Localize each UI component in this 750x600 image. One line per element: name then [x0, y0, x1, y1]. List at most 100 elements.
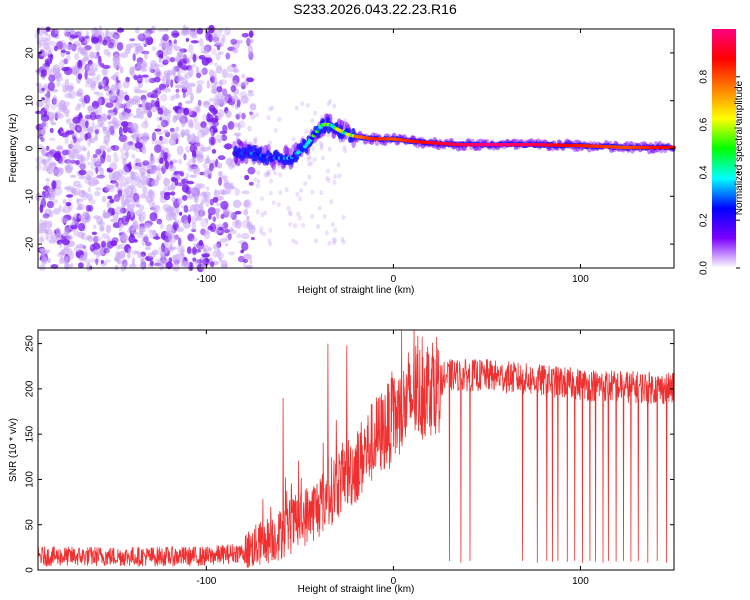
spectrogram-cell	[184, 100, 193, 104]
spectrogram-cell	[196, 142, 201, 147]
spectrogram-cell	[172, 66, 177, 76]
spectrogram-cell	[159, 223, 164, 230]
spectrogram-cell	[328, 98, 333, 104]
spectrogram-cell	[156, 175, 160, 183]
spectrogram-cell	[170, 191, 176, 196]
spectrogram-cell	[77, 222, 86, 232]
spectrogram-cell	[127, 251, 131, 259]
spectrogram-cell	[129, 38, 136, 42]
spectrogram-cell	[149, 260, 154, 266]
spectrogram-cell	[67, 235, 74, 241]
spectrogram-cell	[203, 248, 207, 253]
spectrogram-cell	[184, 72, 193, 79]
spectrogram-cell	[78, 161, 87, 170]
figure-title: S233.2026.043.22.23.R16	[293, 1, 457, 17]
spectrogram-cell	[316, 224, 321, 230]
ridge-halo	[235, 156, 241, 167]
colorbar-label: Normalized spectral amplitude	[734, 80, 745, 215]
spectrogram-cell	[214, 134, 224, 142]
spectrogram-cell	[121, 121, 129, 127]
spectrogram-cell	[107, 114, 111, 120]
spectrogram-cell	[270, 105, 275, 111]
spectrogram-cell	[329, 199, 334, 205]
spectrogram-cell	[223, 182, 231, 190]
spectrogram-cell	[220, 213, 225, 220]
spectrogram-cell	[53, 153, 61, 159]
spectrogram-cell	[96, 174, 105, 179]
spectrogram-cell	[319, 145, 324, 151]
spectrogram-cell	[41, 110, 45, 116]
spectrogram-cell	[37, 85, 45, 94]
spectrogram-cell	[193, 203, 200, 213]
spectrogram-cell	[69, 123, 76, 132]
spectrogram-cell	[106, 130, 111, 138]
spectrogram-cell	[104, 29, 108, 39]
spectrogram-cell	[79, 130, 85, 139]
spectrogram-cell	[113, 30, 118, 38]
spectrogram-cell	[219, 79, 223, 88]
spectrogram-cell	[96, 74, 101, 81]
snr-y-tick-label: 100	[25, 471, 36, 488]
spectrogram-cell	[92, 242, 101, 250]
spectrogram-cell	[80, 49, 88, 55]
spectrogram-cell	[139, 204, 145, 211]
spectrogram-cell	[171, 256, 177, 263]
spectrogram-cell	[242, 261, 247, 268]
spectrogram-cell	[38, 129, 46, 135]
spectrogram-cell	[103, 116, 108, 121]
spectrogram-cell	[318, 141, 323, 146]
spectrogram-cell	[154, 100, 160, 108]
spectrogram-cell	[255, 209, 260, 215]
spectrogram-cell	[78, 153, 84, 163]
spectrogram-cell	[58, 204, 63, 212]
spectrogram-cell	[336, 162, 341, 168]
spectrogram-cell	[241, 112, 246, 120]
spectrogram-cell	[162, 55, 170, 64]
spectrogram-cell	[99, 219, 104, 225]
spectrogram-cell	[110, 177, 118, 182]
spectrogram-cell	[94, 67, 99, 72]
ridge-band	[325, 116, 330, 124]
spectrogram-cell	[48, 210, 54, 218]
spectrogram-cell	[131, 221, 137, 231]
spectrogram-cell	[149, 206, 156, 211]
spectrogram-cell	[123, 198, 130, 207]
spectrogram-cell	[169, 242, 173, 251]
spectrogram-cell	[163, 185, 170, 194]
spectrogram-y-tick-label: 20	[25, 47, 36, 59]
spectrogram-cell	[175, 88, 180, 93]
spectrogram-cell	[229, 227, 234, 232]
spectrogram-cell	[150, 60, 157, 68]
spectrogram-cell	[93, 235, 99, 244]
spectrogram-cell	[47, 193, 56, 201]
spectrogram-cell	[173, 46, 182, 51]
spectrogram-cell	[230, 38, 237, 45]
spectrogram-cell	[178, 58, 187, 66]
spectrogram-cell	[45, 91, 50, 101]
spectrogram-cell	[52, 95, 58, 104]
spectrogram-cell	[189, 174, 197, 178]
spectrogram-cell	[98, 55, 102, 66]
spectrogram-cell	[90, 62, 98, 73]
spectrogram-cell	[92, 153, 98, 158]
spectrogram-cell	[307, 161, 312, 167]
spectrogram-cell	[265, 171, 270, 177]
spectrogram-cell	[41, 121, 47, 128]
snr-marks	[37, 329, 675, 568]
spectrogram-cell	[109, 198, 115, 204]
spectrogram-cell	[161, 46, 166, 52]
spectrogram-cell	[84, 35, 90, 39]
spectrogram-cell	[155, 52, 159, 57]
spectrogram-cell	[140, 254, 146, 262]
spectrogram-cell	[79, 163, 86, 171]
spectrogram-cell	[101, 196, 107, 203]
spectrogram-cell	[141, 132, 150, 142]
spectrogram-cell	[212, 89, 218, 94]
spectrogram-cell	[134, 89, 143, 94]
spectrogram-cell	[214, 189, 221, 197]
spectrogram-cell	[200, 146, 209, 152]
spectrogram-cell	[84, 53, 90, 61]
spectrogram-cell	[198, 183, 206, 189]
spectrogram-cell	[132, 192, 140, 203]
spectrogram-cell	[228, 251, 236, 256]
